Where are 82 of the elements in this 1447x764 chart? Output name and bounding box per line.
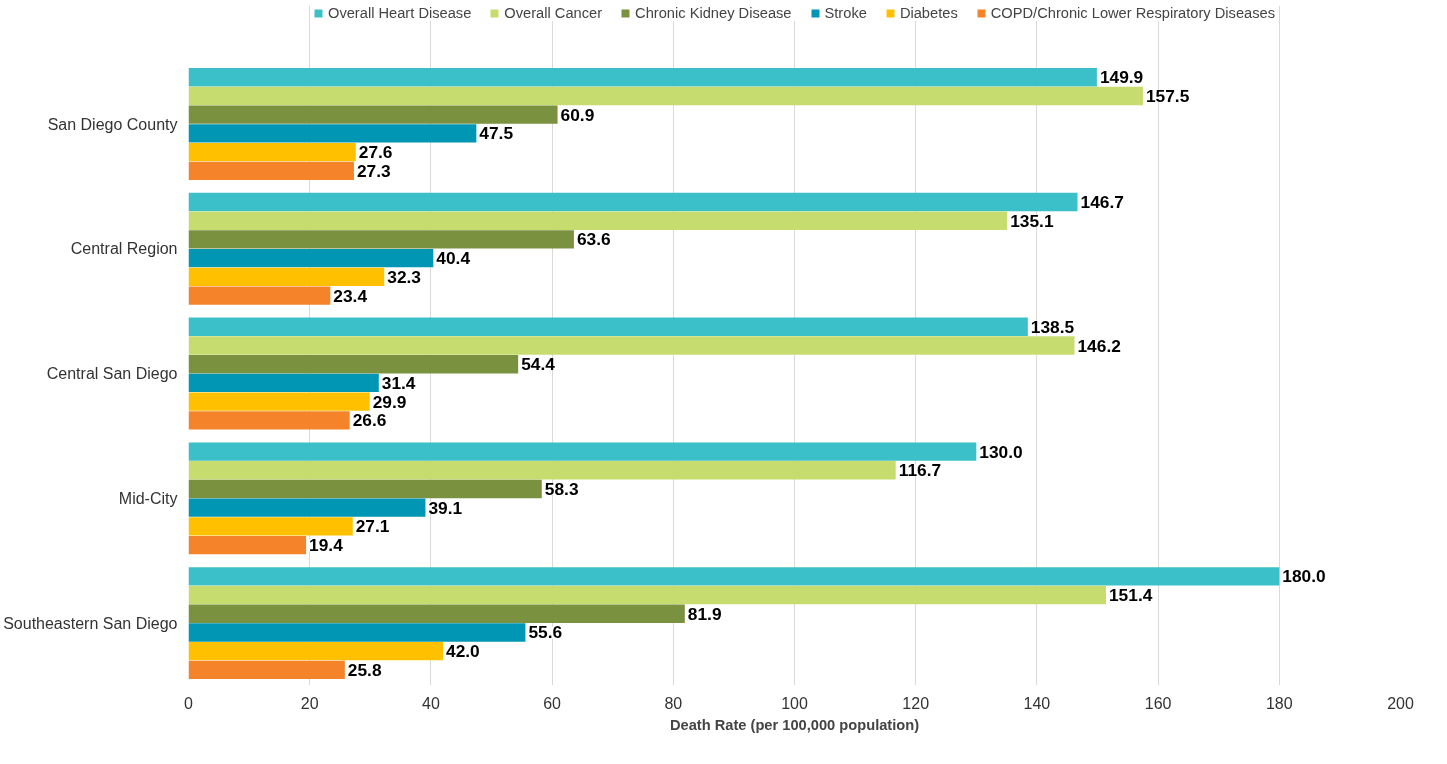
x-tick-label: 180	[1265, 694, 1293, 712]
x-tick-label: 0	[184, 694, 194, 712]
bar	[188, 142, 356, 162]
data-label: 58.3	[544, 478, 579, 499]
bar	[188, 192, 1078, 212]
bar	[188, 604, 685, 623]
legend-label: Overall Heart Disease	[327, 5, 472, 21]
data-label: 39.1	[428, 497, 463, 518]
data-label: 135.1	[1010, 210, 1054, 231]
data-label: 146.2	[1077, 335, 1121, 356]
data-label: 19.4	[309, 535, 344, 556]
bar	[188, 411, 350, 430]
bar	[188, 161, 354, 180]
x-tick-label: 140	[1023, 694, 1051, 712]
data-label: 27.6	[358, 142, 393, 163]
data-label: 40.4	[436, 248, 471, 269]
bar	[188, 498, 426, 517]
data-label: 149.9	[1099, 67, 1144, 88]
bar	[188, 86, 1143, 106]
data-label: 29.9	[372, 391, 407, 412]
bar	[188, 336, 1075, 355]
y-tick-label: San Diego County	[47, 115, 178, 133]
bar	[188, 623, 526, 642]
bar	[188, 392, 370, 411]
x-tick-label: 60	[543, 694, 562, 712]
data-label: 27.3	[356, 160, 392, 181]
bar	[188, 248, 434, 268]
data-label: 60.9	[560, 104, 595, 125]
data-label: 47.5	[479, 123, 514, 144]
legend-label: Diabetes	[899, 5, 958, 21]
bar	[188, 105, 558, 124]
bar	[188, 230, 574, 249]
data-label: 130.0	[979, 441, 1023, 462]
y-tick-label: Southeastern San Diego	[3, 614, 178, 632]
data-label: 157.5	[1145, 85, 1190, 106]
data-label: 32.3	[387, 266, 422, 287]
bar	[188, 267, 385, 287]
legend-label: Overall Cancer	[504, 5, 603, 21]
legend-label: Chronic Kidney Disease	[635, 5, 792, 21]
x-tick-label: 80	[664, 694, 683, 712]
data-label: 180.0	[1282, 566, 1326, 587]
y-tick-label: Central San Diego	[46, 365, 178, 383]
data-label: 23.4	[333, 285, 368, 306]
bar	[188, 317, 1028, 336]
bar	[188, 373, 379, 393]
data-label: 81.9	[687, 603, 722, 624]
data-label: 55.6	[528, 622, 563, 643]
bar	[188, 442, 977, 461]
legend-label: COPD/Chronic Lower Respiratory Diseases	[990, 5, 1276, 21]
data-label: 31.4	[381, 372, 416, 393]
data-label: 138.5	[1030, 316, 1075, 337]
x-tick-label: 200	[1387, 694, 1414, 712]
data-label: 26.6	[352, 410, 387, 431]
data-label: 54.4	[521, 354, 556, 375]
data-label: 63.6	[576, 229, 611, 250]
x-tick-label: 160	[1144, 694, 1172, 712]
data-label: 146.7	[1080, 192, 1124, 213]
y-tick-label: Mid-City	[118, 489, 178, 507]
data-label: 27.1	[355, 516, 390, 537]
data-label: 42.0	[446, 641, 480, 662]
x-axis-title: Death Rate (per 100,000 population)	[669, 716, 920, 733]
legend-label: Stroke	[824, 5, 867, 21]
bar	[188, 517, 353, 536]
data-label: 25.8	[347, 659, 382, 680]
bar	[188, 585, 1106, 605]
y-tick-label: Central Region	[70, 240, 178, 258]
bar	[188, 479, 542, 499]
bar	[188, 642, 444, 661]
bar	[188, 68, 1097, 87]
x-tick-label: 40	[422, 694, 440, 712]
bar	[188, 535, 307, 555]
bar	[188, 286, 331, 305]
data-label: 116.7	[898, 460, 942, 481]
x-tick-label: 100	[781, 694, 808, 712]
x-tick-label: 20	[300, 694, 319, 712]
bar	[188, 461, 896, 480]
bar	[188, 567, 1280, 586]
bar	[188, 660, 345, 680]
data-label: 151.4	[1108, 585, 1153, 606]
bar	[188, 124, 477, 143]
x-tick-label: 120	[902, 694, 930, 712]
bar	[188, 355, 519, 374]
